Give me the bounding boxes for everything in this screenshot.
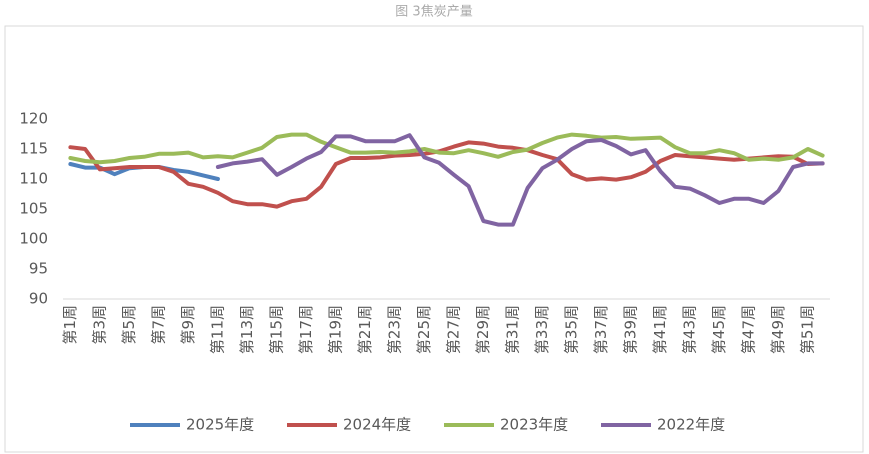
x-tick-label: 第11周 (208, 305, 226, 354)
x-tick-label: 第17周 (297, 305, 315, 354)
x-tick-label: 第29周 (474, 305, 492, 354)
y-tick-label: 120 (19, 110, 48, 128)
legend-label: 2023年度 (500, 416, 568, 434)
y-tick-label: 105 (19, 200, 48, 218)
y-tick-label: 90 (29, 290, 48, 308)
legend-label: 2025年度 (186, 416, 254, 434)
series-line (68, 132, 825, 165)
x-tick-label: 第43周 (680, 305, 698, 354)
y-tick-label: 95 (29, 260, 48, 278)
x-tick-label: 第3周 (90, 305, 108, 345)
x-tick-label: 第37周 (592, 305, 610, 354)
y-tick-label: 100 (19, 230, 48, 248)
y-tick-label: 110 (19, 170, 48, 188)
x-tick-label: 第51周 (798, 305, 816, 354)
x-tick-label: 第19周 (326, 305, 344, 354)
x-tick-label: 第15周 (267, 305, 285, 354)
x-tick-label: 第41周 (651, 305, 669, 354)
x-tick-label: 第23周 (385, 305, 403, 354)
x-tick-label: 第47周 (739, 305, 757, 354)
x-tick-label: 第25周 (415, 305, 433, 354)
x-tick-label: 第31周 (503, 305, 521, 354)
x-tick-label: 第39周 (621, 305, 639, 354)
x-tick-label: 第33周 (533, 305, 551, 354)
y-tick-label: 115 (19, 140, 48, 158)
x-tick-label: 第9周 (179, 305, 197, 345)
x-tick-label: 第35周 (562, 305, 580, 354)
legend-label: 2024年度 (343, 416, 411, 434)
series-line (215, 133, 825, 227)
series-line (68, 140, 825, 209)
x-tick-label: 第45周 (710, 305, 728, 354)
x-tick-label: 第13周 (238, 305, 256, 354)
x-tick-label: 第1周 (61, 305, 79, 345)
x-tick-label: 第7周 (149, 305, 167, 345)
chart-frame (4, 25, 864, 453)
x-tick-label: 第5周 (120, 305, 138, 345)
chart-title: 图 3焦炭产量 (395, 5, 472, 20)
x-tick-label: 第49周 (769, 305, 787, 354)
legend-label: 2022年度 (657, 416, 725, 434)
x-tick-label: 第21周 (356, 305, 374, 354)
x-tick-label: 第27周 (444, 305, 462, 354)
